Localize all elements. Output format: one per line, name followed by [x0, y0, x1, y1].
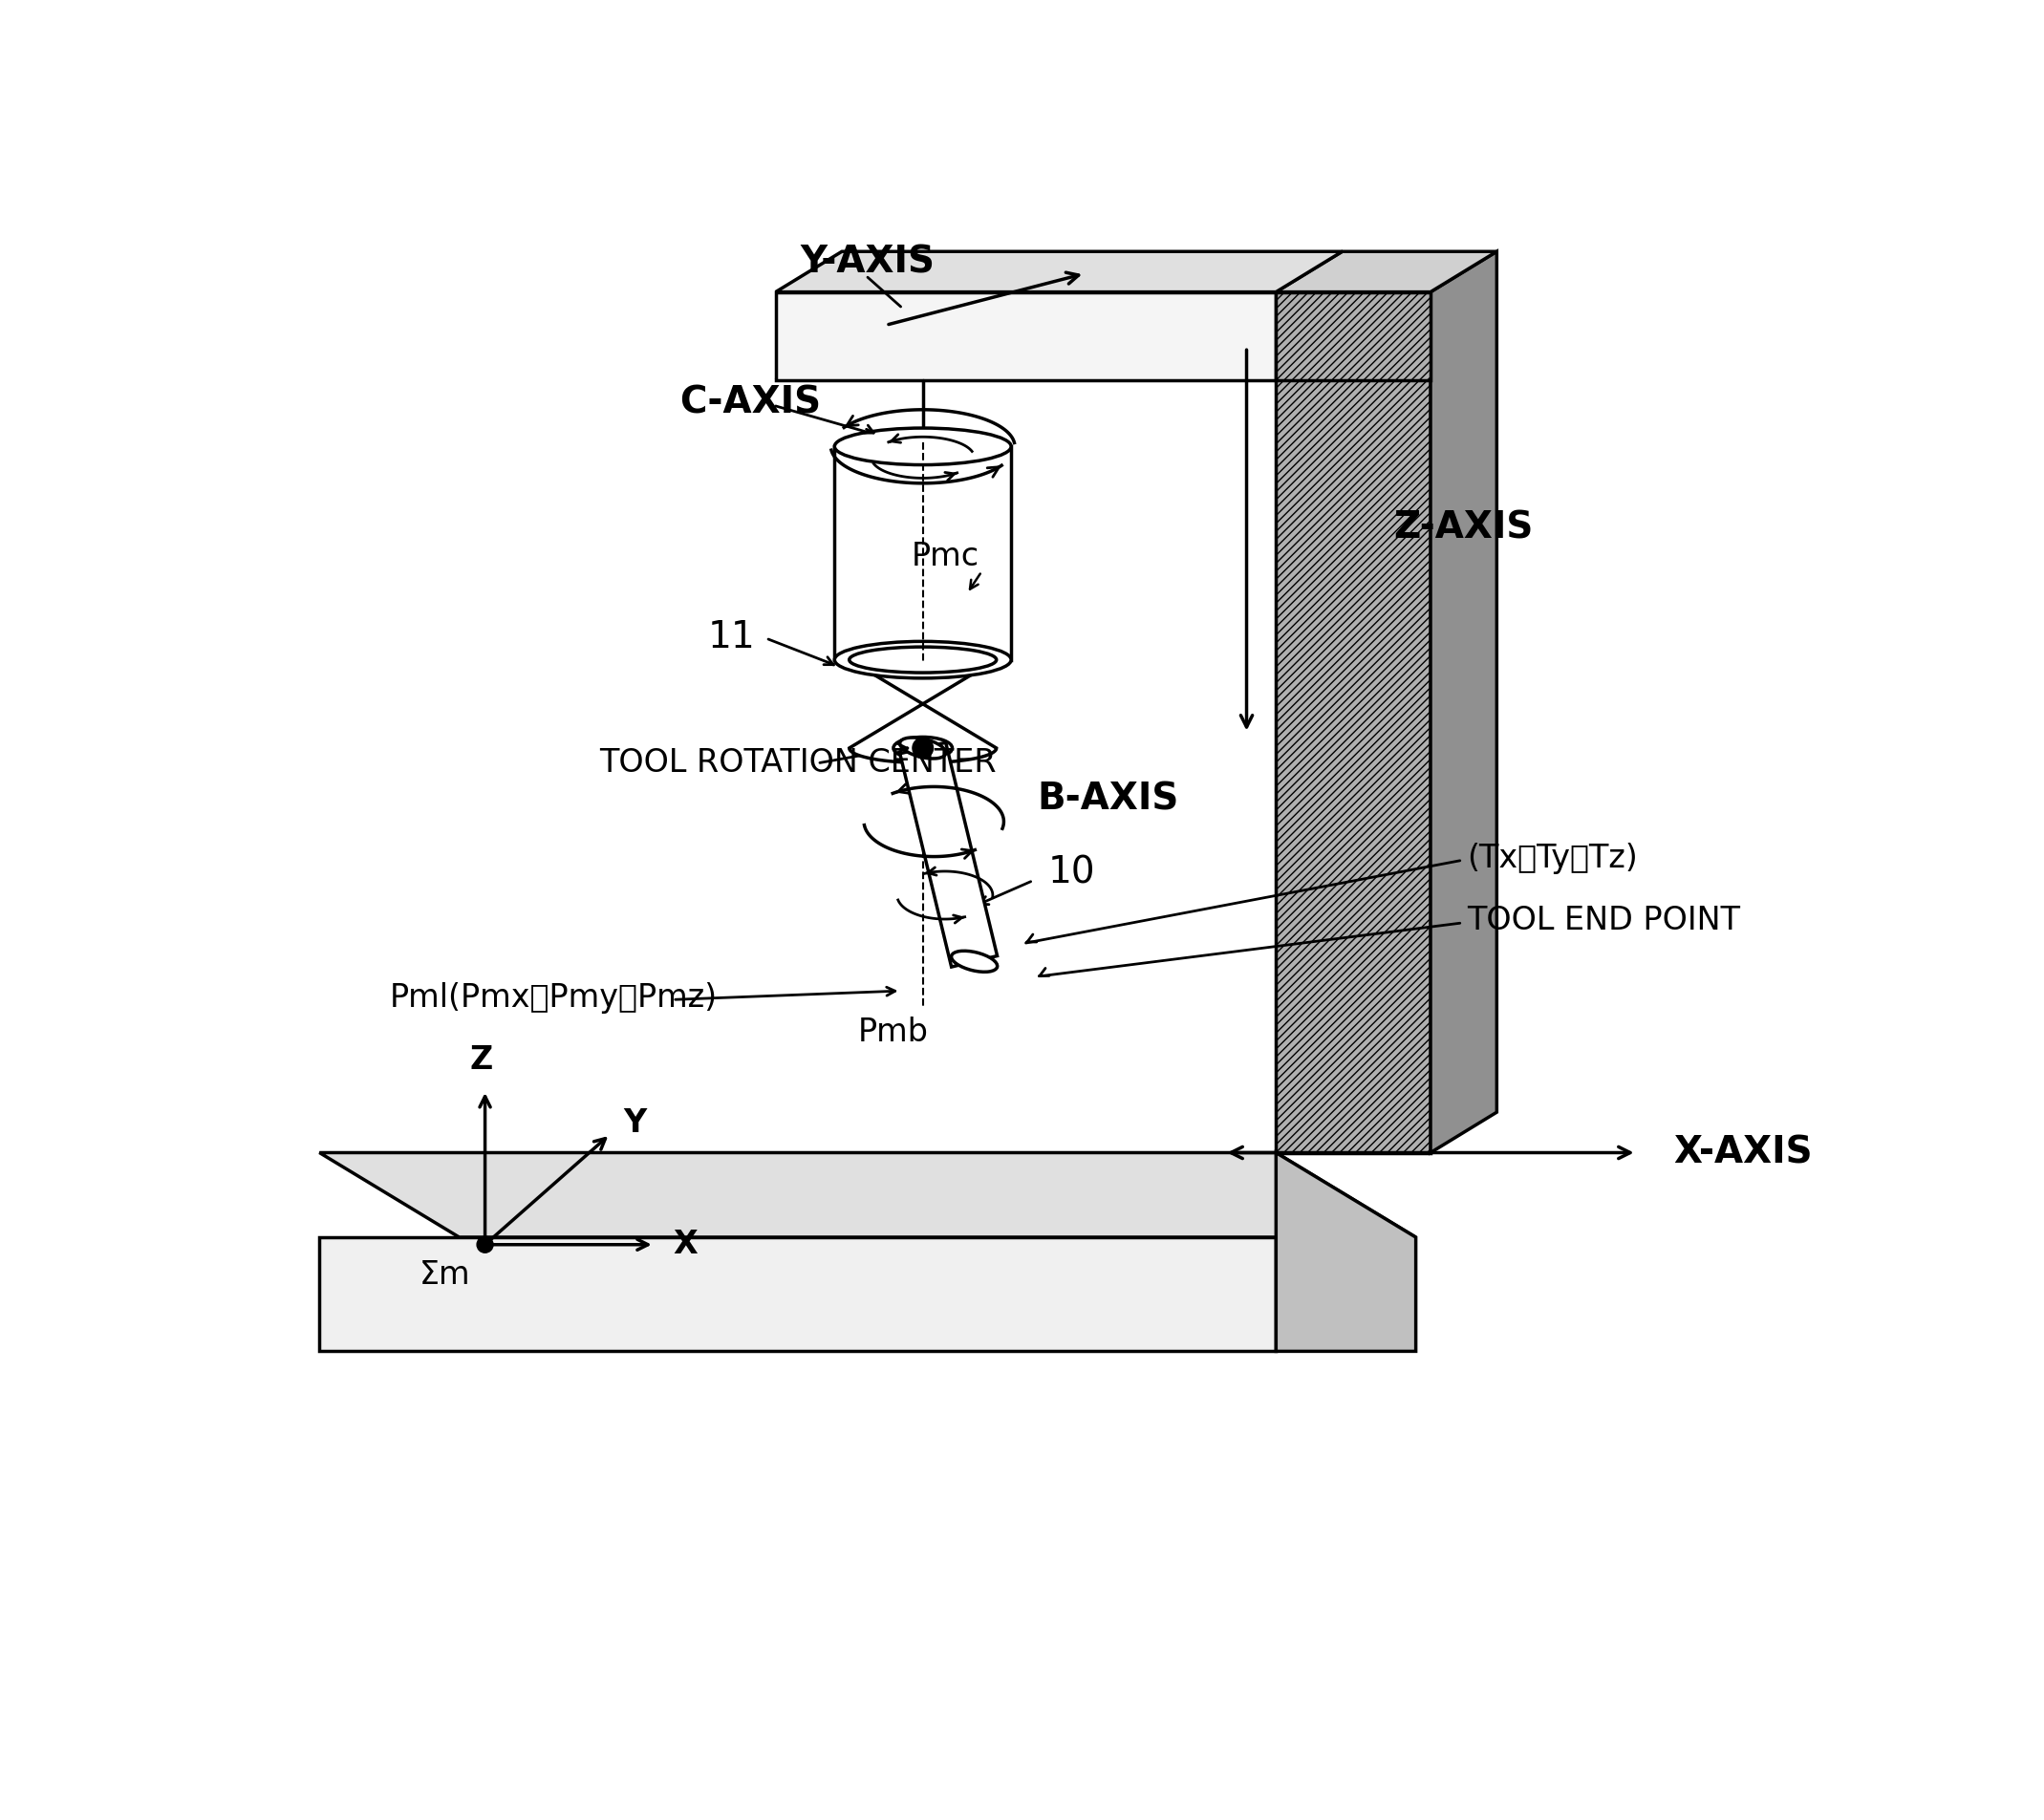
Text: (Tx、Ty、Tz): (Tx、Ty、Tz)	[1468, 843, 1637, 874]
Text: 10: 10	[1049, 855, 1096, 892]
Polygon shape	[319, 1238, 1275, 1350]
Text: Pmc: Pmc	[912, 541, 979, 573]
Polygon shape	[1275, 1152, 1416, 1350]
Text: X: X	[672, 1228, 697, 1261]
Circle shape	[476, 1236, 493, 1252]
Text: B-AXIS: B-AXIS	[1036, 781, 1179, 817]
Text: TOOL END POINT: TOOL END POINT	[1468, 905, 1741, 937]
Circle shape	[912, 737, 934, 759]
Polygon shape	[1275, 291, 1431, 1152]
Ellipse shape	[834, 428, 1012, 464]
Text: Pml(Pmx、Pmy、Pmz): Pml(Pmx、Pmy、Pmz)	[388, 983, 717, 1014]
Text: Σm: Σm	[419, 1259, 470, 1290]
Polygon shape	[848, 661, 995, 763]
Text: C-AXIS: C-AXIS	[681, 384, 822, 420]
Ellipse shape	[950, 950, 997, 972]
Polygon shape	[899, 743, 997, 966]
Polygon shape	[834, 446, 1012, 661]
Text: Pmb: Pmb	[858, 1017, 928, 1048]
Polygon shape	[1431, 251, 1496, 1152]
Text: Y: Y	[623, 1108, 646, 1139]
Text: TOOL ROTATION CENTER: TOOL ROTATION CENTER	[599, 746, 995, 779]
Ellipse shape	[893, 737, 953, 759]
Polygon shape	[319, 1152, 1416, 1238]
Ellipse shape	[834, 641, 1012, 679]
Polygon shape	[1275, 251, 1496, 291]
Polygon shape	[1275, 291, 1431, 380]
Text: Y-AXIS: Y-AXIS	[801, 244, 934, 280]
Text: Z-AXIS: Z-AXIS	[1394, 510, 1533, 546]
Text: X-AXIS: X-AXIS	[1674, 1134, 1813, 1170]
Polygon shape	[775, 291, 1275, 380]
Ellipse shape	[899, 737, 946, 759]
Text: Z: Z	[470, 1045, 493, 1076]
Polygon shape	[775, 251, 1343, 291]
Ellipse shape	[848, 646, 995, 673]
Text: 11: 11	[707, 619, 756, 655]
Polygon shape	[775, 340, 1343, 380]
